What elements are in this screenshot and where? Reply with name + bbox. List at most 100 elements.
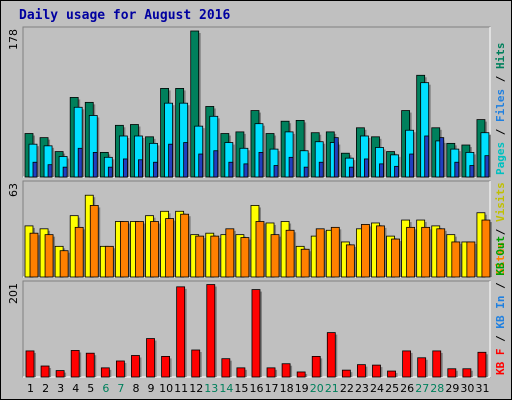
sites-bar-day-11	[180, 213, 190, 278]
kb-f-bar-day-7	[115, 360, 125, 378]
sites-bar-day-21	[330, 226, 340, 278]
pages-bar-day-2	[47, 164, 53, 178]
kb-f-bar-day-2	[40, 365, 50, 378]
kb-f-bar-day-29	[447, 368, 457, 378]
pages-bar-day-1	[32, 161, 38, 178]
sites-bar-day-5	[89, 205, 99, 278]
pages-bar-day-28	[439, 137, 445, 178]
kb-f-bar-day-19	[296, 371, 306, 378]
chart-title: Daily usage for August 2016	[19, 8, 231, 23]
sites-bar-day-10	[165, 218, 174, 278]
legend-separator: /	[494, 222, 507, 242]
pages-bar-day-12	[198, 153, 204, 178]
legend-visits-sites: Sites / Visits	[494, 182, 507, 275]
pages-bar-day-17	[273, 165, 279, 178]
pages-bar-day-11	[183, 142, 189, 178]
pages-bar-day-5	[92, 151, 98, 178]
pages-bar-day-9	[153, 161, 158, 178]
sites-bar-day-13	[210, 235, 220, 278]
x-tick-label-day-31: 31	[475, 382, 489, 395]
x-tick-label-day-3: 3	[57, 382, 64, 395]
legend-kb: KB F / KB In / KB Out	[494, 236, 507, 375]
sites-bar-day-20	[315, 228, 325, 278]
kb-f-bar-day-24	[372, 364, 381, 378]
pages-bar-day-21	[333, 137, 339, 178]
x-tick-label-day-18: 18	[280, 382, 294, 395]
sites-bar-day-28	[436, 228, 446, 278]
sites-bar-day-4	[74, 226, 84, 278]
x-tick-label-day-20: 20	[310, 382, 324, 395]
sites-bar-day-8	[135, 221, 144, 278]
sites-bar-day-15	[240, 237, 250, 278]
sites-bar-day-18	[285, 229, 295, 278]
x-tick-label-day-5: 5	[87, 382, 94, 395]
sites-bar-day-25	[391, 238, 400, 278]
x-tick-label-day-29: 29	[445, 382, 459, 395]
legend-item-kb-f: KB F	[494, 349, 507, 376]
pages-bar-day-30	[469, 165, 475, 178]
sites-bar-day-2	[44, 234, 54, 278]
kb-f-bar-day-21	[326, 332, 336, 378]
kb-f-bar-day-25	[387, 370, 396, 378]
kb-f-bar-day-22	[341, 369, 351, 378]
legend-item-kb-in: KB In	[494, 296, 507, 329]
kb-f-bar-day-11	[176, 286, 186, 378]
y-max-label-hits-files-pages: 178	[7, 29, 20, 50]
x-tick-label-day-11: 11	[174, 382, 188, 395]
sites-bar-day-6	[104, 245, 114, 278]
kb-f-bar-day-23	[357, 364, 366, 378]
x-tick-label-day-7: 7	[117, 382, 124, 395]
pages-bar-day-8	[138, 159, 143, 178]
pages-bar-day-19	[303, 166, 309, 178]
pages-bar-day-22	[348, 166, 354, 178]
pages-bar-day-26	[409, 153, 415, 178]
pages-bar-day-27	[424, 135, 430, 178]
sites-bar-day-24	[376, 225, 385, 278]
kb-f-bar-day-16	[251, 289, 261, 378]
kb-f-bar-day-18	[281, 363, 291, 378]
x-tick-label-day-26: 26	[400, 382, 414, 395]
pages-bar-day-20	[318, 161, 324, 178]
x-tick-label-day-28: 28	[430, 382, 444, 395]
legend-separator: /	[494, 122, 507, 142]
legend-separator: /	[494, 69, 507, 89]
x-tick-label-day-24: 24	[370, 382, 384, 395]
kb-f-bar-day-9	[146, 338, 155, 378]
x-tick-label-day-10: 10	[159, 382, 173, 395]
sites-bar-day-16	[255, 221, 265, 278]
kb-f-bar-day-8	[131, 355, 140, 378]
pages-bar-day-4	[77, 147, 83, 178]
legend-separator: /	[494, 276, 507, 296]
pages-bar-day-24	[379, 163, 384, 178]
kb-f-bar-day-13	[206, 284, 216, 378]
sites-bar-day-17	[270, 234, 280, 278]
legend-item-visits: Visits	[494, 182, 507, 222]
sites-bar-day-3	[59, 250, 69, 278]
x-tick-label-day-25: 25	[385, 382, 399, 395]
sites-bar-day-30	[466, 241, 476, 278]
pages-bar-day-7	[122, 158, 128, 178]
kb-f-bar-day-28	[432, 350, 442, 378]
kb-f-bar-day-1	[25, 350, 35, 378]
sites-bar-day-14	[225, 228, 235, 278]
pages-bar-day-10	[168, 143, 173, 178]
kb-f-bar-day-14	[221, 358, 231, 378]
sites-bar-day-12	[195, 235, 205, 278]
x-tick-label-day-2: 2	[42, 382, 49, 395]
sites-bar-day-29	[451, 241, 461, 278]
kb-f-bar-day-26	[402, 350, 412, 378]
kb-f-bar-day-27	[417, 357, 427, 378]
pages-bar-day-13	[213, 150, 219, 178]
pages-bar-day-31	[484, 155, 490, 178]
pages-bar-day-3	[62, 166, 68, 178]
pages-bar-day-16	[258, 151, 264, 178]
kb-f-bar-day-6	[100, 367, 110, 378]
x-tick-label-day-23: 23	[355, 382, 369, 395]
sites-bar-day-26	[406, 226, 416, 278]
x-tick-label-day-4: 4	[72, 382, 79, 395]
x-tick-label-day-21: 21	[325, 382, 339, 395]
pages-bar-day-14	[228, 161, 234, 178]
sites-bar-day-27	[421, 226, 431, 278]
kb-f-bar-day-17	[266, 367, 276, 378]
